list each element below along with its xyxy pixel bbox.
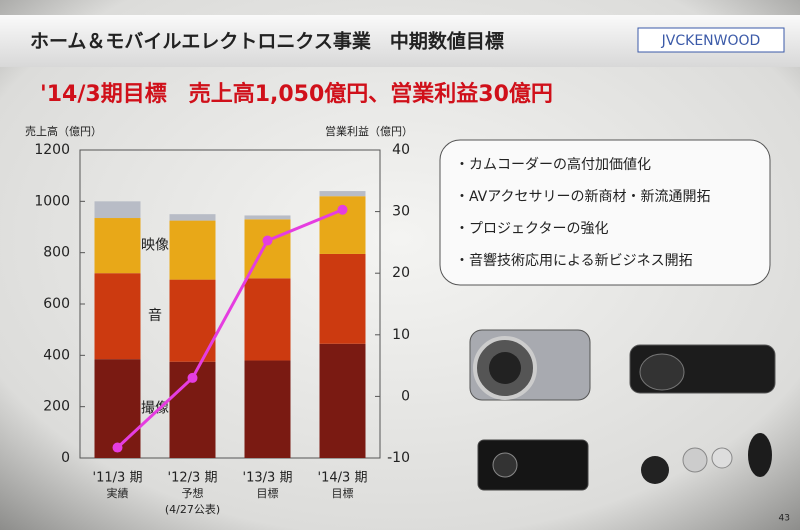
product-camcorder-1 — [469, 329, 591, 401]
y2-tick-label: 0 — [401, 388, 410, 404]
x-tick-label: 実績 — [107, 486, 129, 500]
line-marker — [337, 204, 348, 215]
highlight-item: ・カムコーダーの高付加価値化 — [455, 156, 651, 173]
bar-segment — [94, 359, 141, 458]
y-tick-label: 1000 — [34, 193, 70, 209]
y2-axis-label: 営業利益（億円） — [325, 124, 413, 138]
line — [116, 208, 344, 449]
x-tick-label: (4/27公表) — [165, 502, 220, 516]
x-tick-label: '11/3 期 — [93, 471, 143, 486]
bar-segment — [169, 214, 216, 221]
bar-segment — [319, 343, 366, 458]
product-projector — [477, 439, 589, 491]
highlight-item: ・音響技術応用による新ビジネス開拓 — [455, 252, 693, 269]
highlight-item: ・AVアクセサリーの新商材・新流通開拓 — [455, 189, 711, 205]
x-tick-label: '12/3 期 — [168, 471, 218, 486]
y2-tick-label: 30 — [392, 204, 410, 220]
highlight-box — [439, 139, 771, 286]
y-tick-label: 800 — [43, 245, 70, 261]
x-tick-label: 目標 — [332, 486, 354, 500]
x-tick-label: 目標 — [257, 486, 279, 500]
bar-segment — [244, 360, 291, 458]
y2-tick-label: 10 — [392, 327, 410, 343]
product-earphones — [641, 433, 772, 484]
highlight-item: ・プロジェクターの強化 — [455, 221, 608, 237]
title: ホーム＆モバイルエレクトロニクス事業 中期数値目標 — [30, 30, 504, 53]
bar-segment — [94, 273, 141, 360]
y-tick-label: 400 — [43, 347, 70, 363]
subtitle: '14/3期目標 売上高1,050億円、営業利益30億円 — [40, 81, 553, 107]
bar-segment — [319, 191, 366, 197]
y2-tick-label: 40 — [392, 142, 410, 158]
y2-tick-label: -10 — [387, 450, 410, 466]
line-marker — [262, 235, 273, 246]
logo-box — [637, 27, 785, 53]
bar-segment — [94, 201, 141, 219]
y-tick-label: 1200 — [34, 142, 70, 158]
bar-segment — [244, 215, 291, 220]
bar-segment — [94, 218, 141, 274]
x-tick-label: '13/3 期 — [243, 471, 293, 486]
bar-segment — [169, 220, 216, 280]
line-marker — [112, 442, 123, 453]
x-tick-label: 予想 — [182, 486, 204, 500]
series-label: 撮像 — [141, 400, 169, 417]
product-camcorder-2 — [629, 344, 776, 394]
x-tick-label: '14/3 期 — [318, 471, 368, 486]
line-marker — [187, 372, 198, 383]
bar-segment — [319, 253, 366, 344]
page-number: 43 — [779, 514, 790, 524]
y-tick-label: 200 — [43, 399, 70, 415]
bar-segment — [244, 278, 291, 361]
series-label: 音 — [148, 307, 162, 324]
y-tick-label: 0 — [61, 450, 70, 466]
y-tick-label: 600 — [43, 296, 70, 312]
series-label: 映像 — [141, 238, 169, 254]
y2-tick-label: 20 — [392, 265, 410, 281]
logo: JVCKENWOOD — [661, 33, 761, 49]
y-axis-label: 売上高（億円） — [25, 124, 102, 138]
